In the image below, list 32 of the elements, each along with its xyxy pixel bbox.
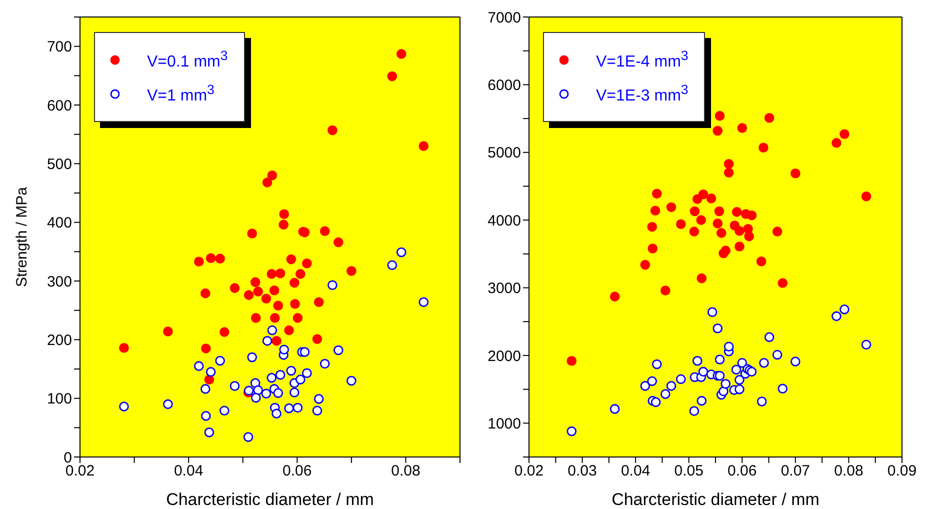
y-tick-label: 300 (46, 273, 72, 290)
x-tick-label: 0.03 (568, 462, 597, 480)
x-tick-label: 0.09 (887, 462, 917, 480)
x-tick-label: 0.07 (780, 462, 810, 480)
y-tick-label: 5000 (488, 144, 521, 162)
x-tick-label: 0.04 (174, 462, 204, 480)
y-tick-label: 700 (46, 38, 72, 56)
x-tick-label: 0.06 (282, 462, 312, 480)
y-tick-label: 1000 (488, 415, 521, 432)
x-axis-title: Charcteristic diameter / mm (612, 490, 820, 509)
x-tick-label: 0.08 (391, 462, 420, 480)
y-tick-label: 600 (46, 97, 72, 114)
legend-label: V=1E-3 mm$^{3}$ (596, 82, 688, 106)
y-tick-label: 100 (46, 390, 72, 408)
y-tick-label: 3000 (488, 280, 521, 298)
x-axis-title: Charcteristic diameter / mm (166, 490, 374, 509)
y-tick-label: 200 (46, 332, 72, 349)
x-tick-label: 0.08 (834, 462, 864, 480)
x-tick-label: 0.05 (674, 462, 704, 480)
x-tick-label: 0.02 (514, 462, 544, 480)
y-tick-label: 2000 (488, 348, 521, 365)
y-tick-label: 6000 (488, 77, 521, 94)
x-tick-label: 0.04 (620, 462, 650, 480)
legend-label: V=1E-4 mm$^{3}$ (596, 48, 688, 72)
y-tick-label: 4000 (488, 212, 521, 230)
y-tick-label: 500 (46, 156, 72, 173)
y-axis-title: Strength / MPa (13, 186, 30, 288)
legend-label: V=0.1 mm$^{3}$ (147, 48, 228, 72)
legend-label: V=1 mm$^{3}$ (147, 82, 214, 106)
y-tick-label: 7000 (488, 9, 521, 26)
y-tick-label: 400 (46, 214, 72, 232)
x-tick-label: 0.06 (728, 462, 757, 480)
